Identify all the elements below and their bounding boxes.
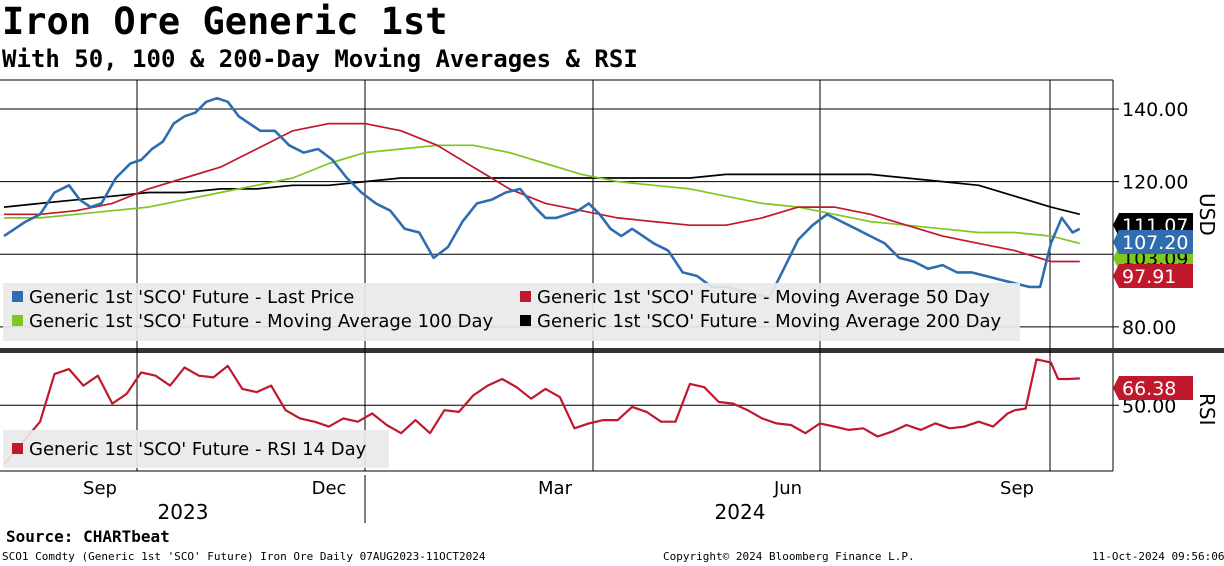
- tag-price-bg: [1113, 230, 1193, 254]
- legend-swatch-ma200: [520, 315, 531, 326]
- chart-subtitle: With 50, 100 & 200-Day Moving Averages &…: [2, 45, 638, 73]
- tag-ma50-bg: [1113, 264, 1193, 288]
- price-tick-label: 80.00: [1122, 317, 1176, 339]
- tag-rsi-text: 66.38: [1122, 378, 1176, 400]
- price-tick-label: 120.00: [1122, 172, 1188, 194]
- tag-price-text: 107.20: [1122, 232, 1188, 254]
- price-axis-title: USD: [1195, 193, 1219, 236]
- month-label: Mar: [538, 478, 573, 499]
- tag-ma50: 97.91: [1113, 264, 1193, 288]
- legend-label-price: Generic 1st 'SCO' Future - Last Price: [29, 287, 354, 308]
- tag-rsi-bg: [1113, 376, 1193, 400]
- rsi-legend-box: [3, 430, 389, 468]
- month-label: Sep: [1000, 478, 1034, 499]
- footer-copyright: Copyright© 2024 Bloomberg Finance L.P.: [663, 550, 915, 563]
- series-line-ma200: [3, 173, 1081, 216]
- legend-swatch-ma50: [520, 291, 531, 302]
- footer-timestamp: 11-Oct-2024 09:56:06: [1092, 550, 1224, 563]
- month-label: Jun: [773, 478, 802, 499]
- legend-swatch-ma100: [12, 315, 23, 326]
- year-label: 2024: [715, 500, 766, 524]
- year-label: 2023: [158, 500, 209, 524]
- chart-title: Iron Ore Generic 1st: [2, 0, 448, 43]
- legend-swatch-price: [12, 291, 23, 302]
- series-line-price: [3, 96, 1081, 300]
- footer-security: SCO1 Comdty (Generic 1st 'SCO' Future) I…: [2, 550, 486, 563]
- price-legend-box: [3, 283, 1020, 341]
- legend-label-rsi: Generic 1st 'SCO' Future - RSI 14 Day: [29, 439, 367, 460]
- month-label: Dec: [312, 478, 347, 499]
- tag-rsi: 66.38: [1113, 376, 1193, 400]
- price-tick-label: 140.00: [1122, 99, 1188, 121]
- tag-ma50-text: 97.91: [1122, 266, 1176, 288]
- series-line-ma50: [4, 122, 1080, 263]
- series-line-rsi: [3, 358, 1080, 466]
- rsi-axis-title: RSI: [1195, 393, 1219, 426]
- panel-divider: [0, 348, 1224, 353]
- rsi-tick-label: 50.00: [1122, 395, 1176, 417]
- tag-price: 107.20: [1113, 230, 1193, 254]
- legend-label-ma200: Generic 1st 'SCO' Future - Moving Averag…: [537, 311, 1002, 332]
- source-label: Source: CHARTbeat: [6, 527, 170, 546]
- month-label: Sep: [83, 478, 117, 499]
- legend-label-ma100: Generic 1st 'SCO' Future - Moving Averag…: [29, 311, 494, 332]
- legend-label-ma50: Generic 1st 'SCO' Future - Moving Averag…: [537, 287, 990, 308]
- legend-swatch-rsi: [12, 443, 23, 454]
